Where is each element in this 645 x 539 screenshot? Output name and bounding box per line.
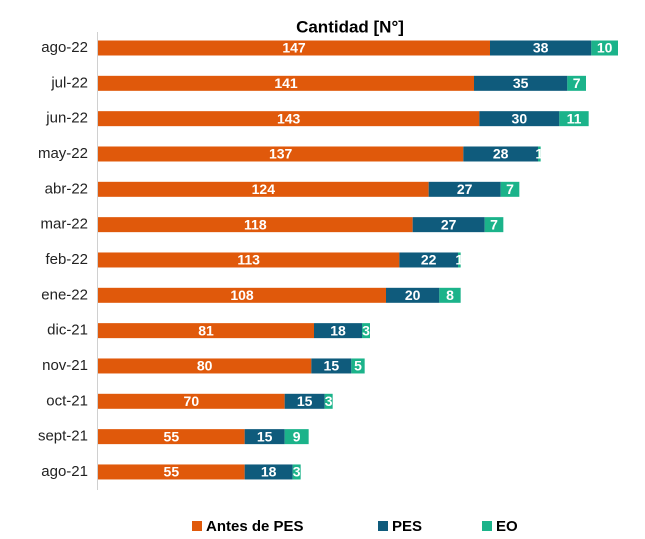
data-label: 124 — [252, 181, 276, 197]
data-label: 10 — [597, 40, 613, 56]
category-label: abr-22 — [45, 180, 88, 197]
bar-segment — [567, 75, 586, 91]
data-label: 7 — [573, 75, 581, 91]
bar-segment — [591, 40, 618, 56]
data-label: 22 — [421, 252, 437, 268]
legend-swatch — [378, 521, 388, 531]
data-label: 30 — [512, 110, 528, 126]
bar-segment — [559, 111, 589, 127]
bar-segment — [428, 181, 501, 197]
data-label: 3 — [362, 322, 370, 338]
data-label: 137 — [269, 146, 293, 162]
data-label: 81 — [198, 322, 214, 338]
bar-segment — [351, 358, 365, 374]
bar-segment — [500, 181, 520, 197]
bar-segment — [311, 358, 352, 374]
data-label: 27 — [441, 216, 457, 232]
legend-label: PES — [392, 518, 422, 535]
data-label: 55 — [164, 464, 180, 480]
data-label: 27 — [457, 181, 473, 197]
category-label: mar-22 — [40, 216, 88, 233]
data-label: 5 — [354, 358, 362, 374]
bar-segment — [292, 464, 301, 480]
bar-segment — [484, 217, 504, 233]
data-label: 113 — [237, 252, 260, 268]
bar-segment — [412, 217, 485, 233]
data-label: 143 — [277, 110, 301, 126]
data-label: 141 — [274, 75, 298, 91]
data-label: 7 — [490, 216, 498, 232]
bar-segment — [98, 429, 245, 445]
data-label: 15 — [297, 393, 313, 409]
bar-segment — [474, 75, 568, 91]
category-label: ago-21 — [41, 463, 88, 480]
bar-segment — [538, 146, 541, 162]
category-label: sept-21 — [38, 428, 88, 445]
bar-segment — [324, 393, 333, 409]
bar-segment — [98, 393, 285, 409]
bar-segment — [98, 146, 464, 162]
chart-title: Cantidad [N°] — [296, 17, 404, 36]
bar-segment — [244, 464, 293, 480]
data-label: 1 — [455, 252, 463, 268]
category-label: feb-22 — [45, 251, 88, 268]
bar-segment — [98, 252, 400, 268]
bar-segment — [399, 252, 458, 268]
data-label: 35 — [513, 75, 529, 91]
data-label: 3 — [325, 393, 333, 409]
bar-segment — [479, 111, 560, 127]
bar-segment — [98, 358, 312, 374]
data-label: 18 — [330, 322, 346, 338]
bar-segment — [244, 429, 285, 445]
bar-segment — [98, 217, 413, 233]
data-label: 38 — [533, 40, 549, 56]
bar-segment — [439, 287, 461, 303]
category-label: oct-21 — [46, 392, 88, 409]
data-label: 15 — [257, 428, 273, 444]
bar-segment — [98, 287, 386, 303]
data-label: 7 — [506, 181, 514, 197]
bar-segment — [386, 287, 440, 303]
data-label: 80 — [197, 358, 213, 374]
category-label: may-22 — [38, 145, 88, 162]
legend-swatch — [482, 521, 492, 531]
bar-segment — [98, 323, 314, 339]
bar-segment — [284, 393, 325, 409]
data-label: 20 — [405, 287, 421, 303]
category-label: jul-22 — [50, 74, 88, 91]
category-label: dic-21 — [47, 322, 88, 339]
bar-segment — [490, 40, 592, 56]
data-label: 9 — [293, 428, 301, 444]
data-label: 18 — [261, 464, 277, 480]
bar-segment — [284, 429, 309, 445]
data-label: 8 — [446, 287, 454, 303]
data-label: 3 — [293, 464, 301, 480]
bar-segment — [458, 252, 461, 268]
data-label: 108 — [230, 287, 254, 303]
data-label: 11 — [567, 110, 582, 126]
data-label: 1 — [535, 146, 543, 162]
bar-segment — [98, 75, 474, 91]
category-label: nov-21 — [42, 357, 88, 374]
data-label: 147 — [282, 40, 306, 56]
bar-segment — [463, 146, 538, 162]
category-label: ene-22 — [41, 286, 88, 303]
bar-segment — [98, 464, 245, 480]
data-label: 28 — [493, 146, 509, 162]
category-label: jun-22 — [45, 110, 88, 127]
bar-segment — [362, 323, 370, 339]
data-label: 118 — [244, 216, 267, 232]
bar-segment — [98, 40, 490, 56]
bar-segment — [98, 181, 429, 197]
legend-label: Antes de PES — [206, 518, 304, 535]
bar-segment — [314, 323, 362, 339]
bar-segment — [98, 111, 480, 127]
category-label: ago-22 — [41, 39, 88, 56]
data-label: 70 — [184, 393, 200, 409]
legend-label: EO — [496, 518, 518, 535]
data-label: 55 — [164, 428, 180, 444]
legend-swatch — [192, 521, 202, 531]
data-label: 15 — [324, 358, 340, 374]
